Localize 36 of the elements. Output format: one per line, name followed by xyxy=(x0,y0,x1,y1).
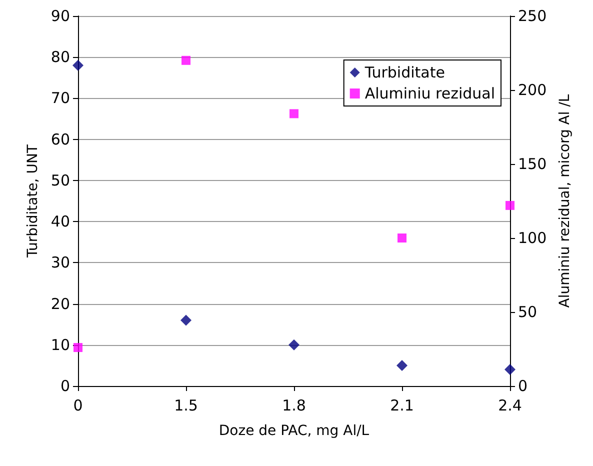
point xyxy=(504,364,516,376)
legend-label: Aluminiu rezidual xyxy=(364,84,496,102)
y2-tick-label: 50 xyxy=(518,303,538,321)
point xyxy=(72,60,84,71)
point xyxy=(398,234,406,242)
y-tick-label: 70 xyxy=(50,89,70,108)
x-tick-label: 2.4 xyxy=(498,396,522,414)
y-tick-label: 30 xyxy=(50,254,70,272)
y-tick-label: 50 xyxy=(50,171,70,190)
y-tick-label: 20 xyxy=(50,294,70,313)
y2-tick-label: 200 xyxy=(518,81,547,99)
y-tick-label: 60 xyxy=(50,130,70,148)
point xyxy=(288,339,300,350)
x-tick-label: 2.1 xyxy=(390,396,414,414)
point xyxy=(506,200,514,210)
legend-label: Turbiditate xyxy=(364,64,445,82)
point xyxy=(182,56,190,65)
point xyxy=(180,314,192,326)
point xyxy=(396,360,408,371)
y-tick-label: 10 xyxy=(50,336,70,354)
y2-tick-label: 100 xyxy=(518,229,547,247)
x-tick-label: 0 xyxy=(73,396,83,414)
point xyxy=(290,109,298,118)
y-tick-label: 0 xyxy=(60,377,70,395)
x-tick-label: 1.8 xyxy=(282,396,306,414)
point xyxy=(74,343,82,352)
y-tick-label: 90 xyxy=(50,7,70,25)
y2-tick-label: 250 xyxy=(518,7,547,25)
y-tick-label: 40 xyxy=(50,212,70,231)
y2-tick-label: 150 xyxy=(518,155,547,173)
y-tick-label: 80 xyxy=(50,48,70,66)
y2-axis-title: Aluminiu rezidual, micorg Al /L xyxy=(557,94,573,308)
x-axis-title: Doze de PAC, mg Al/L xyxy=(218,423,370,439)
y2-tick-label: 0 xyxy=(518,377,528,395)
x-tick-label: 1.5 xyxy=(174,396,198,414)
y-axis-title: Turbiditate, UNT xyxy=(25,144,41,258)
